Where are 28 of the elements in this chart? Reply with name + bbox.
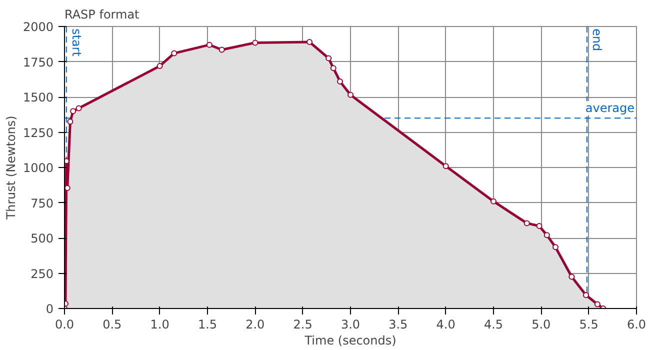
x-tick-label: 3.5 — [388, 318, 408, 332]
x-tick-label: 5.5 — [579, 318, 598, 332]
x-axis-title: Time (seconds) — [304, 334, 396, 348]
x-tick-label: 5.0 — [532, 318, 551, 332]
ref-line-label: end — [590, 28, 604, 52]
x-tick-label: 3.0 — [340, 318, 360, 332]
ref-line-label: average — [585, 101, 634, 116]
chart-title: RASP format — [64, 8, 140, 22]
y-tick-label: 1500 — [22, 90, 54, 104]
x-tick-label: 6.0 — [626, 318, 646, 332]
y-tick-label: 1250 — [22, 126, 54, 140]
x-tick-label: 0.5 — [102, 318, 122, 332]
x-tick-label: 1.5 — [198, 318, 218, 332]
y-tick-label: 0 — [46, 302, 54, 316]
x-tick-label: 4.5 — [484, 318, 504, 332]
y-tick-label: 500 — [30, 232, 54, 246]
y-tick-label: 750 — [30, 196, 54, 210]
y-axis-title: Thrust (Newtons) — [4, 116, 18, 220]
x-tick-label: 1.0 — [150, 318, 170, 332]
y-tick-label: 1000 — [22, 161, 54, 175]
x-tick-label: 0.0 — [54, 318, 74, 332]
y-tick-label: 2000 — [22, 20, 54, 34]
y-tick-label: 250 — [30, 266, 54, 281]
y-tick-label: 1750 — [22, 55, 54, 70]
x-tick-label: 2.5 — [293, 318, 312, 332]
x-tick-label: 2.0 — [246, 318, 265, 332]
ref-line-label: start — [69, 28, 84, 57]
x-tick-label: 4.0 — [436, 318, 456, 332]
